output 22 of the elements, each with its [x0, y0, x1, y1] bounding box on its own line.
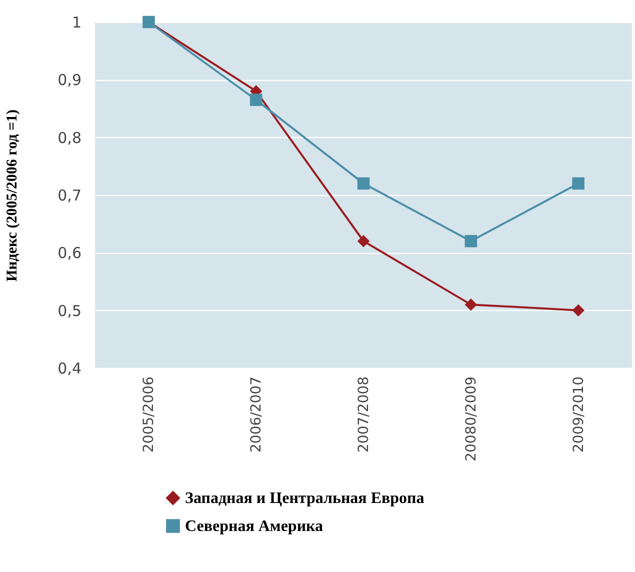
- legend-label: Северная Америка: [185, 518, 324, 535]
- y-tick-label: 0,5: [58, 302, 82, 320]
- y-axis-title: Индекс (2005/2006 год =1): [4, 109, 21, 282]
- x-tick-label: 2009/2010: [570, 376, 587, 452]
- y-tick-label: 0,6: [58, 244, 82, 262]
- y-tick-label: 0,9: [58, 71, 82, 90]
- y-tick-label: 0,4: [58, 360, 82, 378]
- x-tick-label: 2007/2008: [356, 376, 372, 452]
- y-tick-label: 0,7: [58, 186, 82, 204]
- x-tick-label: 2005/2006: [141, 376, 158, 452]
- x-tick-label: 2006/2007: [248, 376, 265, 452]
- x-tick-label: 20080/2009: [463, 376, 480, 462]
- point: [357, 177, 370, 190]
- y-tick-label: 0,8: [58, 128, 82, 147]
- y-tick-label: 1: [72, 14, 82, 32]
- point: [464, 298, 478, 311]
- point: [572, 177, 584, 190]
- point: [572, 304, 584, 316]
- point: [250, 94, 262, 106]
- point: [357, 235, 370, 248]
- point: [464, 235, 478, 248]
- legend-label: Западная и Центральная Европа: [185, 490, 424, 507]
